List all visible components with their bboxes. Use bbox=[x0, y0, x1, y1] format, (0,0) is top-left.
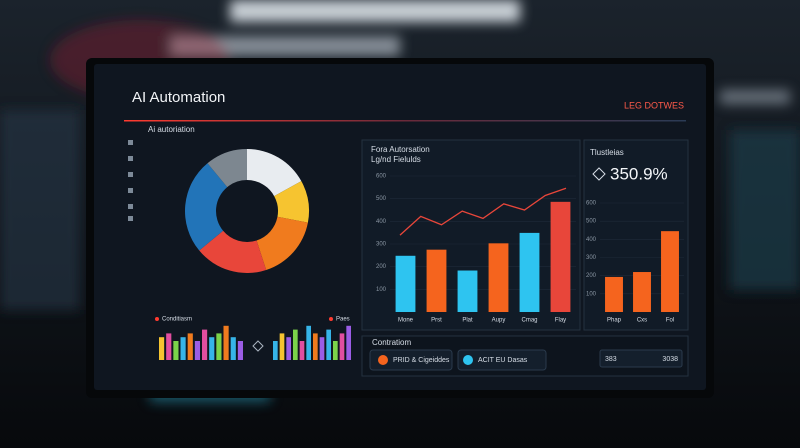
mini-bar bbox=[286, 337, 291, 360]
y-tick-label: 100 bbox=[376, 287, 387, 293]
mini-bar bbox=[223, 325, 229, 360]
sidebar-icon[interactable] bbox=[128, 140, 133, 145]
y-tick-label: 500 bbox=[586, 219, 597, 225]
button-label[interactable]: ACIT EU Dasas bbox=[478, 357, 528, 364]
bar bbox=[457, 270, 478, 312]
mini-left-legend: Conditiasm bbox=[162, 317, 192, 323]
bar bbox=[426, 249, 447, 312]
sidebar-icons[interactable] bbox=[128, 140, 133, 221]
donut-segment bbox=[199, 230, 267, 273]
x-tick-label: Prst bbox=[431, 318, 442, 324]
y-tick-label: 300 bbox=[586, 255, 597, 261]
mini-bar bbox=[216, 333, 222, 360]
sidebar-icon[interactable] bbox=[128, 204, 133, 209]
y-tick-label: 400 bbox=[376, 219, 387, 225]
section-subtitle: Ai autoriation bbox=[148, 125, 195, 134]
x-tick-label: Phap bbox=[607, 318, 622, 324]
mini-bar bbox=[180, 337, 186, 360]
mini-bar bbox=[273, 341, 278, 360]
x-tick-label: Mone bbox=[398, 318, 414, 324]
bar bbox=[519, 232, 540, 312]
mini-bar bbox=[230, 337, 236, 360]
legend-dot bbox=[329, 317, 333, 321]
mini-bar bbox=[326, 329, 331, 360]
donut-segment bbox=[274, 181, 309, 223]
x-tick-label: Flay bbox=[555, 318, 566, 324]
action-button[interactable] bbox=[457, 349, 547, 371]
mini-bar bbox=[319, 337, 325, 360]
donut-segment bbox=[185, 163, 228, 251]
y-tick-label: 200 bbox=[586, 273, 597, 279]
stat-box bbox=[599, 349, 683, 368]
mini-bar bbox=[339, 333, 345, 360]
x-tick-label: Cmag bbox=[521, 318, 537, 324]
mini-bar bbox=[293, 329, 298, 360]
kpi-value: 350.9% bbox=[610, 164, 668, 183]
y-tick-label: 500 bbox=[376, 196, 387, 202]
mini-bar bbox=[333, 341, 338, 360]
button-label[interactable]: PRID & Cigeiddes bbox=[393, 357, 450, 364]
mini-right-legend: Paes bbox=[336, 317, 350, 323]
stat-value: 3038 bbox=[662, 356, 678, 363]
y-tick-label: 300 bbox=[376, 242, 387, 248]
mini-bar bbox=[279, 333, 285, 360]
x-tick-label: Aupy bbox=[492, 318, 506, 324]
app-title: AI Automation bbox=[132, 89, 225, 106]
donut-segment bbox=[256, 216, 308, 270]
side-chart-title: Tlustleias bbox=[590, 148, 624, 157]
bar bbox=[395, 255, 416, 312]
button-icon bbox=[378, 355, 388, 365]
mini-bar bbox=[159, 337, 165, 360]
mini-bar bbox=[209, 337, 215, 360]
bottom-title: Contratiom bbox=[372, 338, 411, 347]
x-tick-label: Fol bbox=[666, 318, 674, 324]
room-lights bbox=[0, 0, 800, 402]
mini-bar bbox=[194, 341, 200, 360]
mini-bar bbox=[306, 325, 311, 360]
action-button[interactable] bbox=[369, 349, 453, 371]
main-chart-subtitle: Lg/nd Fielulds bbox=[371, 155, 421, 164]
mini-bar bbox=[237, 341, 243, 360]
sidebar-icon[interactable] bbox=[128, 156, 133, 161]
mini-bar bbox=[299, 341, 305, 360]
bar bbox=[605, 276, 623, 312]
x-tick-label: Plat bbox=[462, 318, 473, 324]
main-chart-title: Fora Autorsation bbox=[371, 145, 430, 154]
trend-line bbox=[399, 187, 567, 236]
bar bbox=[633, 272, 651, 312]
sidebar-icon[interactable] bbox=[128, 216, 133, 221]
donut-segment bbox=[247, 149, 302, 197]
stat-label: 383 bbox=[605, 356, 617, 363]
y-tick-label: 200 bbox=[376, 264, 387, 270]
mini-bar bbox=[187, 333, 193, 360]
sidebar-icon[interactable] bbox=[128, 172, 133, 177]
y-tick-label: 600 bbox=[586, 201, 597, 207]
bar bbox=[550, 201, 571, 312]
legend-dot bbox=[155, 317, 159, 321]
header-badge: LEG DOTWES bbox=[624, 100, 684, 110]
mini-bar bbox=[313, 333, 318, 360]
mini-bar bbox=[202, 329, 208, 360]
kpi-icon bbox=[592, 167, 606, 181]
mini-bar bbox=[166, 333, 172, 360]
button-icon bbox=[463, 355, 473, 365]
bar bbox=[488, 243, 509, 312]
mini-bar bbox=[346, 325, 351, 360]
divider-icon bbox=[252, 340, 264, 352]
x-tick-label: Cxs bbox=[637, 318, 647, 324]
donut-segment bbox=[207, 149, 247, 188]
y-tick-label: 100 bbox=[586, 291, 597, 297]
bar bbox=[661, 231, 679, 312]
sidebar-icon[interactable] bbox=[128, 188, 133, 193]
y-tick-label: 400 bbox=[586, 237, 597, 243]
y-tick-label: 600 bbox=[376, 174, 387, 180]
header-rule bbox=[124, 120, 686, 122]
mini-bar bbox=[173, 341, 179, 360]
